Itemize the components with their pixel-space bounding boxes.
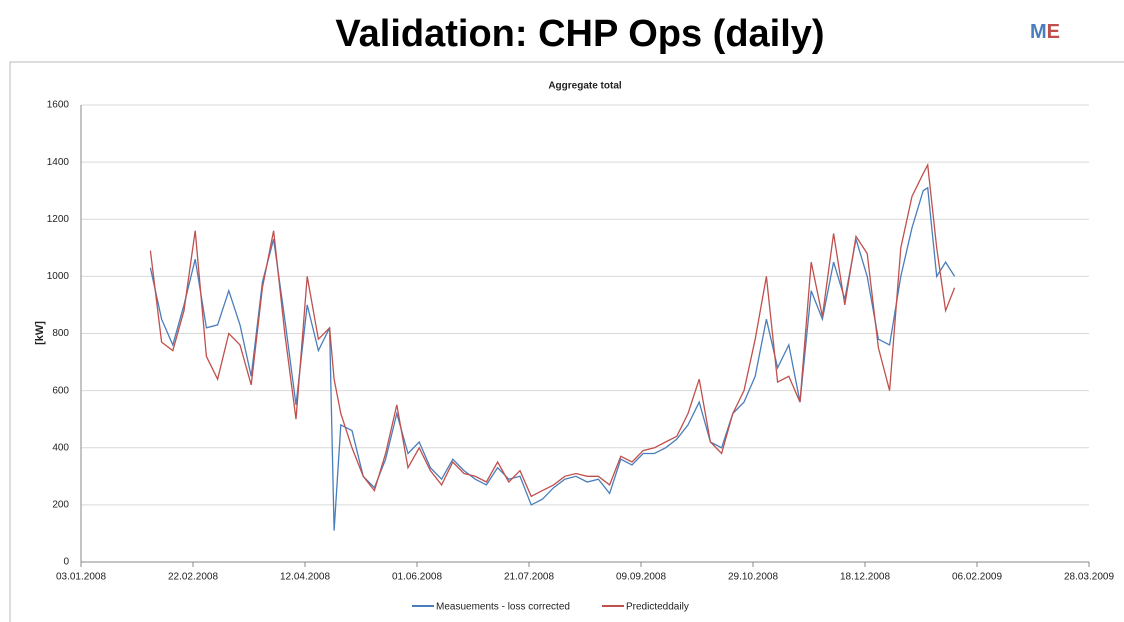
y-tick-label: 600 [52, 385, 69, 396]
y-tick-label: 800 [52, 328, 69, 339]
logo-m: M [1030, 21, 1047, 43]
logo-e: E [1047, 21, 1060, 43]
x-tick-label: 22.02.2008 [168, 572, 218, 583]
y-tick-label: 400 [52, 442, 69, 453]
series-line [149, 186, 956, 531]
series-line [149, 162, 956, 498]
x-tick-label: 29.10.2008 [728, 572, 778, 583]
x-tick-label: 06.02.2009 [952, 572, 1002, 583]
x-tick-label: 18.12.2008 [840, 572, 890, 583]
x-tick-label: 01.06.2008 [392, 572, 442, 583]
y-tick-label: 1400 [47, 157, 70, 168]
y-tick-label: 1000 [47, 271, 70, 282]
logo: ME [1030, 21, 1060, 43]
y-axis-label: [kW] [34, 321, 46, 345]
x-tick-label: 21.07.2008 [504, 572, 554, 583]
chart-frame [9, 61, 1124, 622]
x-tick-label: 28.03.2009 [1064, 572, 1114, 583]
slide-title: Validation: CHP Ops (daily) [335, 13, 824, 55]
x-tick-label: 12.04.2008 [280, 572, 330, 583]
y-tick-label: 1600 [47, 100, 70, 111]
x-tick-label: 09.09.2008 [616, 572, 666, 583]
chart-title: Aggregate total [548, 81, 622, 92]
y-tick-label: 200 [52, 500, 69, 511]
x-tick-label: 03.01.2008 [56, 572, 106, 583]
legend-label: Predicteddaily [626, 602, 689, 613]
legend-label: Measuements - loss corrected [436, 602, 570, 613]
y-tick-label: 1200 [47, 214, 70, 225]
y-tick-label: 0 [63, 557, 69, 568]
